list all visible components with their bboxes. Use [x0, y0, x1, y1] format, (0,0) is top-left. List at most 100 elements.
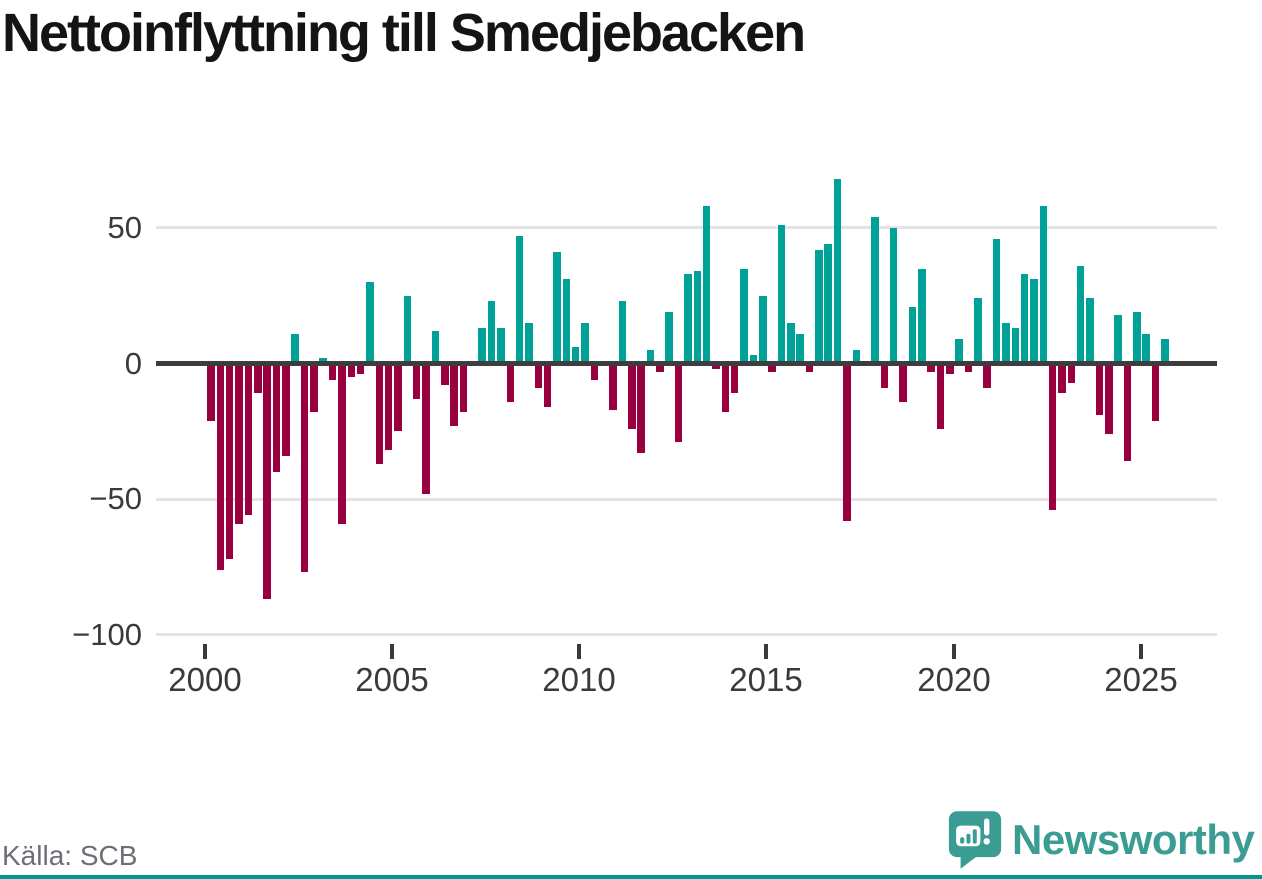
bar-2012Q1 — [656, 363, 664, 372]
x-axis-tick-2025 — [1139, 644, 1143, 659]
bar-2014Q3 — [749, 355, 758, 364]
bar-2003Q3 — [338, 363, 346, 524]
x-axis-label-2010: 2010 — [542, 661, 616, 698]
bar-2022Q1 — [1030, 279, 1038, 364]
bar-2013Q2 — [702, 206, 711, 364]
bar-2020Q4 — [983, 363, 991, 388]
bar-2003Q1 — [319, 358, 327, 364]
bar-2016Q4 — [833, 179, 842, 364]
bar-2006Q1 — [431, 331, 440, 364]
x-axis-tick-2000 — [203, 644, 207, 659]
bar-2023Q3 — [1086, 298, 1094, 364]
bar-2005Q3 — [412, 363, 421, 399]
bar-2018Q1 — [880, 363, 889, 388]
bar-2002Q4 — [310, 363, 318, 413]
bar-2007Q3 — [487, 301, 496, 364]
bar-2010Q4 — [609, 363, 617, 410]
bar-2016Q3 — [824, 244, 832, 364]
x-axis-tick-2010 — [577, 644, 581, 659]
bar-2015Q3 — [787, 322, 795, 364]
zero-axis-line — [156, 361, 1217, 366]
bar-2011Q4 — [646, 349, 655, 364]
source-note: Källa: SCB — [2, 840, 138, 871]
gridline-y--50 — [156, 498, 1217, 501]
bar-2009Q4 — [571, 347, 580, 364]
bar-2004Q4 — [384, 363, 393, 451]
bar-2024Q1 — [1105, 363, 1113, 434]
bar-2002Q3 — [300, 363, 309, 573]
bar-2023Q1 — [1067, 363, 1076, 383]
bar-2004Q1 — [356, 363, 365, 375]
x-axis-label-2025: 2025 — [1104, 661, 1178, 698]
bar-2013Q1 — [693, 271, 702, 364]
gridline-y--100 — [156, 633, 1217, 636]
bar-2021Q2 — [1002, 322, 1010, 364]
newsworthy-wordmark: Newsworthy — [1012, 816, 1255, 863]
bar-2000Q2 — [216, 363, 225, 570]
bar-2008Q4 — [534, 363, 543, 388]
chart-title: Nettoinflyttning till Smedjebacken — [2, 3, 806, 63]
bar-2014Q2 — [740, 268, 748, 364]
bar-2005Q1 — [394, 363, 402, 432]
bar-2020Q2 — [964, 363, 973, 372]
newsworthy-logo: Newsworthy — [948, 810, 1255, 870]
bar-2004Q3 — [375, 363, 384, 464]
bar-2002Q2 — [291, 333, 299, 364]
bar-2018Q4 — [908, 306, 917, 364]
bar-2004Q2 — [366, 282, 374, 364]
bar-2011Q1 — [618, 301, 627, 364]
bar-2009Q1 — [543, 363, 552, 407]
bar-2000Q1 — [207, 363, 215, 421]
bar-2014Q4 — [759, 295, 767, 364]
bar-2000Q4 — [235, 363, 243, 524]
bar-2009Q3 — [562, 279, 571, 364]
bar-2006Q2 — [441, 363, 449, 386]
bar-2015Q4 — [796, 333, 804, 364]
x-axis-label-2000: 2000 — [168, 661, 242, 698]
bar-2009Q2 — [553, 252, 561, 364]
x-axis-tick-2020 — [952, 644, 956, 659]
bar-2025Q2 — [1151, 363, 1160, 421]
bar-2021Q4 — [1020, 274, 1029, 364]
bar-2010Q1 — [581, 322, 589, 364]
y-axis-label-50: 50 — [107, 210, 142, 245]
bar-2012Q3 — [674, 363, 683, 443]
bar-2007Q2 — [478, 328, 486, 364]
bar-2008Q1 — [506, 363, 515, 402]
bar-2021Q1 — [992, 238, 1001, 364]
bar-2025Q1 — [1142, 333, 1150, 364]
bar-2024Q3 — [1123, 363, 1132, 462]
x-axis-label-2020: 2020 — [917, 661, 991, 698]
bar-2017Q1 — [843, 363, 851, 521]
bar-2020Q1 — [955, 339, 963, 364]
bar-2024Q4 — [1133, 312, 1141, 364]
bar-2012Q4 — [684, 274, 692, 364]
newsworthy-bubble-chart-icon — [948, 811, 1002, 869]
bar-2022Q4 — [1058, 363, 1066, 394]
x-axis-label-2005: 2005 — [355, 661, 429, 698]
bottom-accent-strip — [0, 875, 1262, 879]
bar-2006Q4 — [459, 363, 468, 413]
bar-2000Q3 — [225, 363, 234, 559]
bar-2001Q1 — [244, 363, 253, 516]
bar-2012Q2 — [665, 312, 673, 364]
bar-2008Q2 — [515, 236, 524, 364]
bar-2019Q4 — [946, 363, 954, 375]
bar-2007Q4 — [497, 328, 505, 364]
bar-2013Q3 — [712, 363, 720, 369]
x-axis-label-2015: 2015 — [729, 661, 803, 698]
bar-2022Q2 — [1039, 206, 1048, 364]
bar-2001Q3 — [263, 363, 271, 600]
bar-2001Q4 — [272, 363, 281, 472]
bar-2016Q2 — [815, 249, 823, 364]
bar-2017Q2 — [852, 349, 861, 364]
y-axis-label--50: −50 — [89, 481, 142, 516]
bar-2017Q4 — [871, 217, 879, 364]
bar-2016Q1 — [805, 363, 814, 372]
bar-2019Q2 — [927, 363, 935, 372]
bar-2010Q2 — [590, 363, 599, 380]
bar-2021Q3 — [1011, 328, 1020, 364]
bar-2001Q2 — [254, 363, 262, 394]
bar-2003Q4 — [347, 363, 356, 378]
bar-2019Q3 — [936, 363, 945, 429]
